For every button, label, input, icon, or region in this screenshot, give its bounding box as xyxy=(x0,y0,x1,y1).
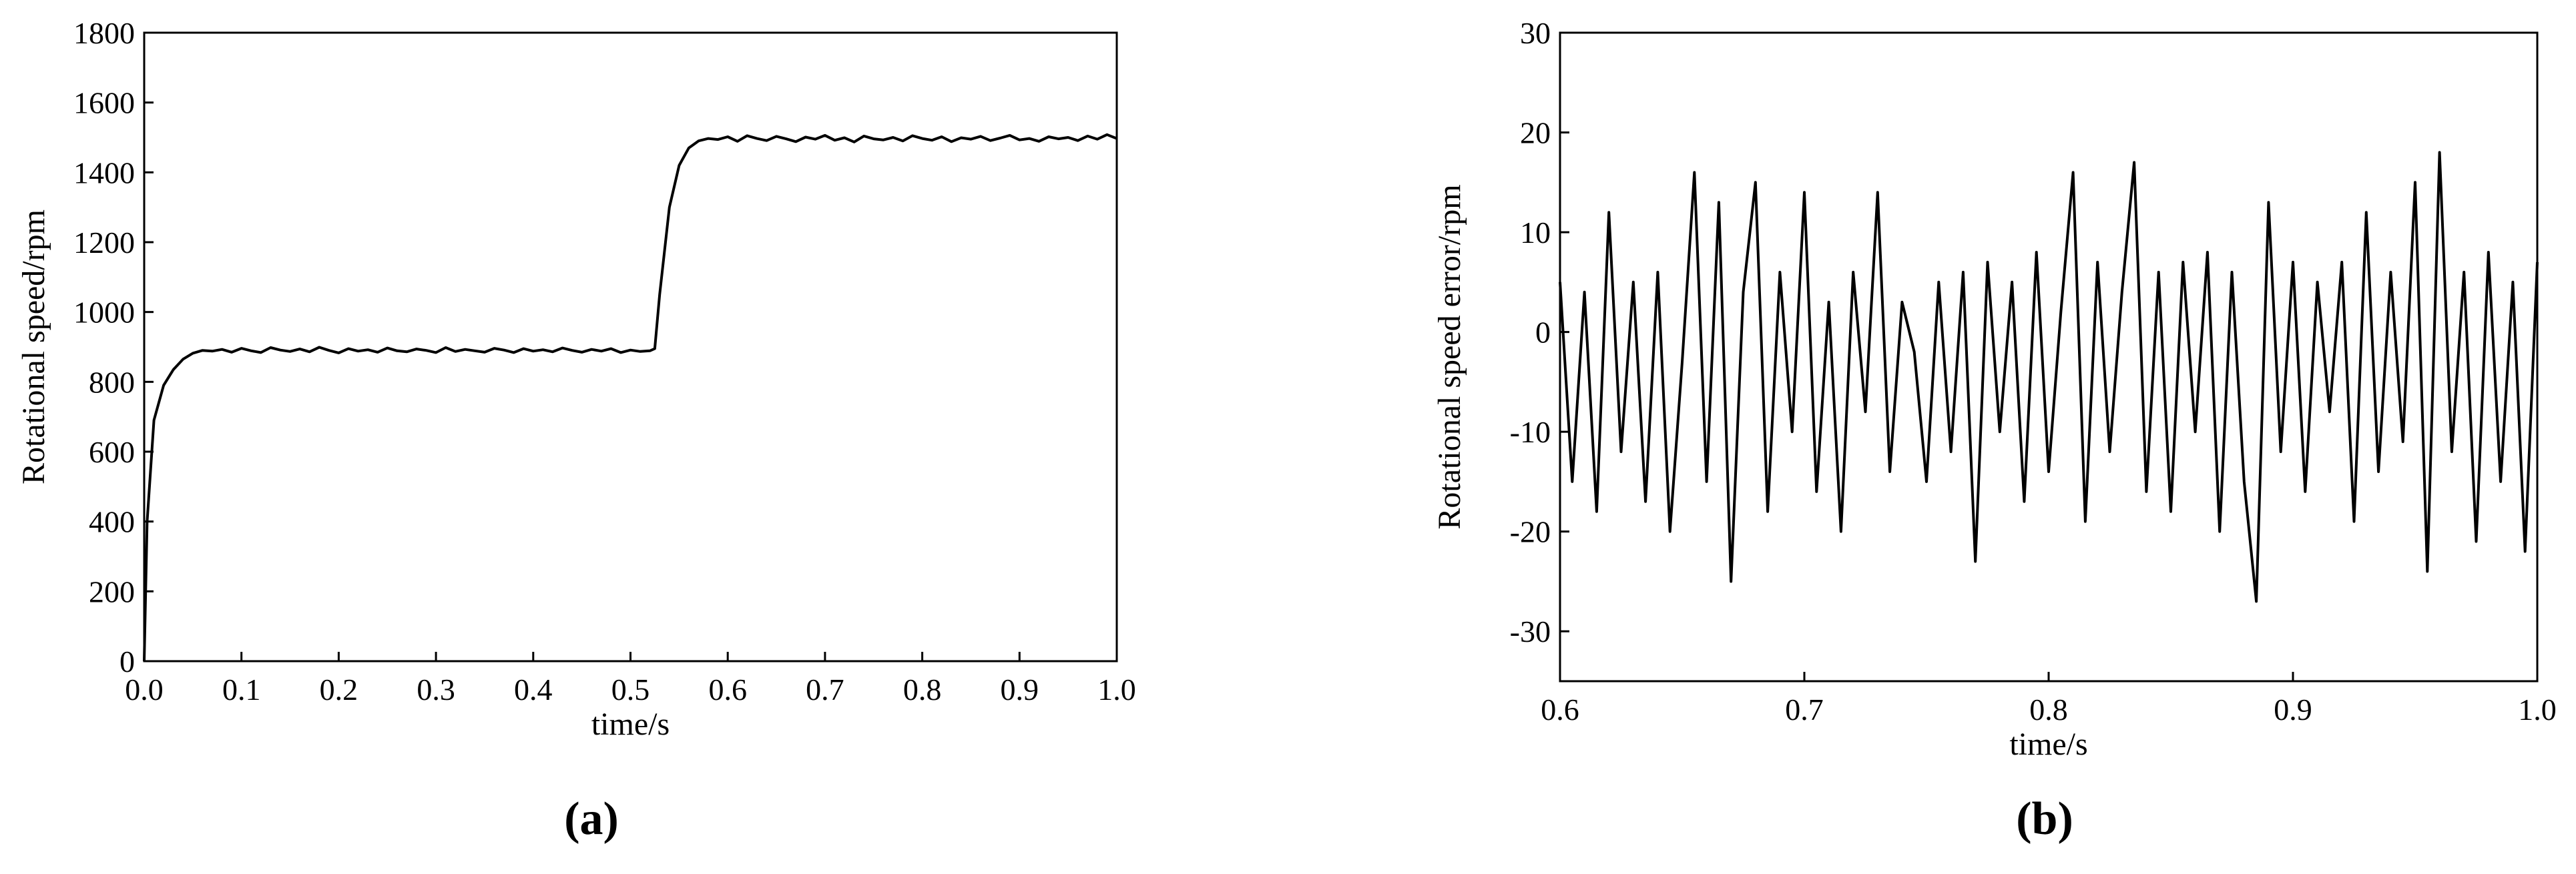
x-tick-label: 0.9 xyxy=(2274,693,2312,727)
caption: (b) xyxy=(2016,793,2073,845)
x-tick-label: 0.6 xyxy=(708,673,747,707)
y-tick-label: -10 xyxy=(1510,415,1551,449)
y-tick-label: 20 xyxy=(1520,116,1551,150)
x-tick-label: 0.5 xyxy=(611,673,650,707)
y-tick-label: 600 xyxy=(89,435,135,469)
y-tick-label: 0 xyxy=(1535,316,1551,350)
data-line xyxy=(1559,151,2539,603)
x-axis-title: time/s xyxy=(591,707,670,742)
x-tick-label: 0.8 xyxy=(903,673,942,707)
x-tick-label: 0.0 xyxy=(125,673,164,707)
y-tick-label: 1200 xyxy=(73,226,135,260)
x-tick-label: 0.6 xyxy=(1541,693,1579,727)
x-tick-label: 0.2 xyxy=(320,673,358,707)
y-tick-label: 30 xyxy=(1520,16,1551,50)
y-tick-label: 800 xyxy=(89,365,135,399)
y-tick-label: -20 xyxy=(1510,515,1551,549)
y-tick-label: 1600 xyxy=(73,86,135,120)
x-tick-label: 1.0 xyxy=(2518,693,2557,727)
y-axis-title: Rotational speed error/rpm xyxy=(1432,184,1467,529)
x-tick-label: 0.4 xyxy=(514,673,553,707)
y-tick-label: 400 xyxy=(89,505,135,539)
y-tick-label: 0 xyxy=(119,644,135,679)
y-tick-label: 1000 xyxy=(73,296,135,330)
y-tick-label: 10 xyxy=(1520,215,1551,250)
y-axis-title: Rotational speed/rpm xyxy=(16,209,51,484)
x-tick-label: 0.8 xyxy=(2029,693,2068,727)
y-tick-label: 1800 xyxy=(73,16,135,50)
plot-frame xyxy=(143,31,1118,663)
y-tick-label: -30 xyxy=(1510,614,1551,648)
x-tick-label: 0.3 xyxy=(417,673,455,707)
x-tick-label: 0.7 xyxy=(806,673,844,707)
x-tick-label: 1.0 xyxy=(1097,673,1136,707)
x-tick-label: 0.1 xyxy=(222,673,261,707)
x-tick-label: 0.7 xyxy=(1785,693,1824,727)
x-tick-label: 0.9 xyxy=(1001,673,1039,707)
plot-frame xyxy=(1559,31,2539,683)
data-line xyxy=(143,133,1117,662)
caption: (a) xyxy=(564,793,619,845)
y-tick-label: 1400 xyxy=(73,155,135,189)
x-axis-title: time/s xyxy=(2009,727,2087,762)
y-tick-label: 200 xyxy=(89,574,135,608)
